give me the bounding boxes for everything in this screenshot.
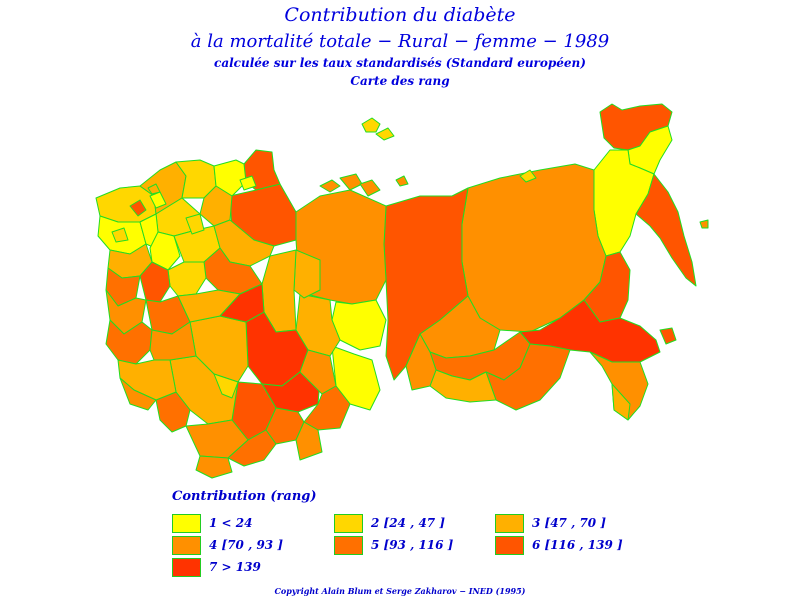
region-8 bbox=[589, 351, 649, 421]
region-74 bbox=[699, 219, 709, 229]
legend-swatch-2 bbox=[334, 513, 363, 533]
region-73 bbox=[659, 327, 677, 345]
legend-swatch-6 bbox=[495, 535, 524, 555]
legend-swatch-3 bbox=[495, 513, 524, 533]
legend-label-1: 1 < 24 bbox=[209, 516, 253, 530]
region-30 bbox=[295, 421, 323, 461]
legend-swatch-1 bbox=[172, 513, 201, 533]
copyright-notice: Copyright Alain Blum et Serge Zakharov −… bbox=[274, 586, 526, 596]
region-75 bbox=[147, 183, 161, 195]
region-72 bbox=[519, 169, 537, 183]
legend-swatch-7 bbox=[172, 557, 201, 577]
legend-item-4: 4 [70 , 93 ] bbox=[172, 535, 283, 555]
legend-item-2: 2 [24 , 47 ] bbox=[334, 513, 445, 533]
legend-title: Contribution (rang) bbox=[172, 489, 317, 504]
region-71 bbox=[375, 127, 395, 141]
region-59 bbox=[149, 321, 197, 361]
region-61 bbox=[119, 377, 157, 411]
legend-swatch-4 bbox=[172, 535, 201, 555]
region-57 bbox=[219, 283, 265, 323]
region-69 bbox=[359, 179, 381, 197]
region-70 bbox=[361, 117, 381, 133]
legend-label-2: 2 [24 , 47 ] bbox=[371, 516, 445, 530]
region-36 bbox=[195, 455, 233, 479]
legend-item-3: 3 [47 , 70 ] bbox=[495, 513, 606, 533]
region-64 bbox=[111, 227, 129, 243]
region-15 bbox=[405, 333, 437, 391]
legend-item-7: 7 > 139 bbox=[172, 557, 261, 577]
map-subtitle: calculée sur les taux standardisés (Stan… bbox=[214, 56, 586, 70]
legend-label-4: 4 [70 , 93 ] bbox=[209, 538, 283, 552]
region-14 bbox=[429, 369, 497, 403]
region-35 bbox=[213, 373, 239, 399]
region-4 bbox=[635, 173, 697, 287]
region-37 bbox=[227, 429, 277, 467]
legend-swatch-5 bbox=[334, 535, 363, 555]
region-68 bbox=[339, 173, 363, 191]
legend-item-1: 1 < 24 bbox=[172, 513, 252, 533]
region-65 bbox=[185, 213, 205, 235]
region-66 bbox=[239, 175, 257, 191]
map-title-line-1: Contribution du diabète bbox=[284, 4, 516, 26]
region-13 bbox=[485, 343, 571, 411]
legend-label-5: 5 [93 , 116 ] bbox=[371, 538, 454, 552]
legend-label-7: 7 > 139 bbox=[209, 560, 261, 574]
region-62 bbox=[129, 199, 147, 217]
region-19 bbox=[331, 299, 387, 351]
region-67 bbox=[319, 179, 341, 193]
legend-label-6: 6 [116 , 139 ] bbox=[532, 538, 623, 552]
legend-item-5: 5 [93 , 116 ] bbox=[334, 535, 453, 555]
region-50 bbox=[167, 261, 207, 297]
region-76 bbox=[395, 175, 409, 187]
legend-item-6: 6 [116 , 139 ] bbox=[495, 535, 623, 555]
map-title-line-2: à la mortalité totale − Rural − femme − … bbox=[190, 31, 610, 52]
legend-label-3: 3 [47 , 70 ] bbox=[532, 516, 606, 530]
region-9 bbox=[611, 383, 631, 421]
map-type-caption: Carte des rang bbox=[350, 74, 450, 88]
